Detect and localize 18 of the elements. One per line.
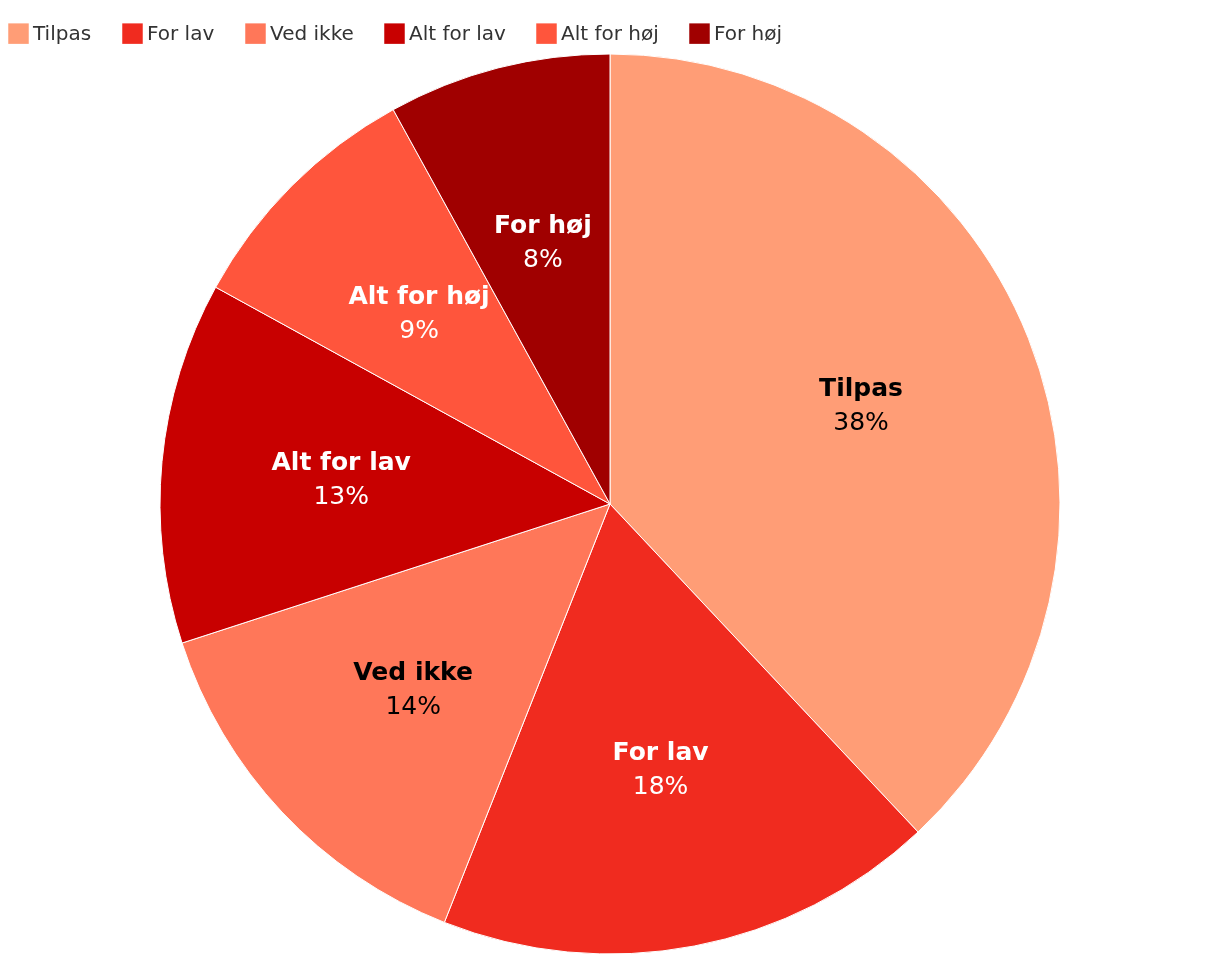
data-label: 38% [833,406,889,436]
slice-label: Tilpas [819,372,903,402]
legend-label: For høj [714,20,783,45]
data-label: 13% [313,480,369,510]
slice-label: For høj [493,210,592,240]
data-label: 8% [523,244,563,274]
data-label: 18% [632,771,689,801]
legend-label: Ved ikke [270,20,354,45]
legend-label: Alt for høj [561,20,659,45]
slice-label: For lav [612,737,709,767]
legend-label: Tilpas [32,20,92,45]
slice-label: Ved ikke [353,656,474,686]
legend-label: Alt for lav [409,20,507,45]
slice-label: Alt for lav [271,446,411,476]
legend-label: For lav [147,20,215,45]
slice-label: Alt for høj [348,281,490,311]
data-label: 14% [385,690,441,720]
data-label: 9% [399,315,439,345]
